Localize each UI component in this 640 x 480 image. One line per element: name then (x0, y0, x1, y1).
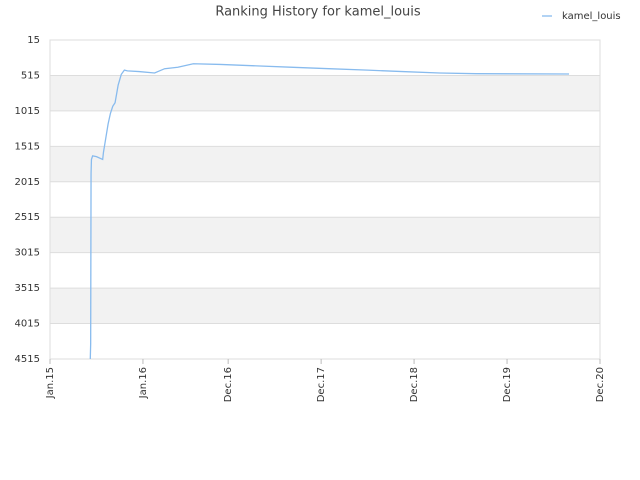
y-tick-label: 2015 (15, 177, 40, 188)
line (89, 63, 570, 360)
y-tick-label: 2515 (15, 212, 40, 223)
x-tick-label: Dec.16 (223, 367, 234, 402)
y-tick-label: 4015 (15, 319, 40, 330)
y-tick-label: 15 (27, 35, 40, 46)
grid-band (50, 75, 600, 111)
y-tick-label: 3015 (15, 248, 40, 259)
grid-band (50, 288, 600, 324)
x-tick-label: Dec.19 (502, 367, 513, 402)
x-tick-label: Jan.16 (138, 367, 149, 399)
y-tick-label: 3515 (15, 283, 40, 294)
y-tick-label: 1515 (15, 141, 40, 152)
x-tick-label: Dec.17 (316, 367, 327, 402)
y-tick-label: 1015 (15, 106, 40, 117)
x-tick-label: Dec.20 (595, 367, 606, 402)
grid-band (50, 146, 600, 182)
x-tick-label: Dec.18 (409, 367, 420, 402)
legend-label: kamel_louis (562, 11, 621, 22)
chart-title: Ranking History for kamel_louis (215, 5, 421, 20)
x-tick-label: Jan.15 (45, 367, 56, 399)
y-tick-label: 515 (21, 70, 40, 81)
grid-band (50, 217, 600, 253)
plot-border (49, 39, 601, 360)
y-tick-label: 4515 (15, 354, 40, 365)
